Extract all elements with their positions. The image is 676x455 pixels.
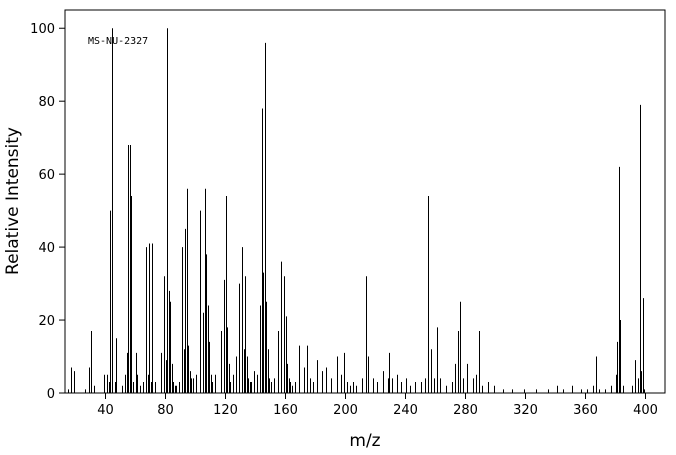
- x-tick-label: 360: [573, 403, 598, 418]
- x-tick-label: 40: [97, 403, 114, 418]
- x-tick-label: 120: [213, 403, 238, 418]
- y-tick-label: 0: [47, 387, 55, 402]
- y-tick-label: 80: [38, 95, 55, 110]
- x-tick-label: 320: [513, 403, 538, 418]
- y-tick-label: 20: [38, 314, 55, 329]
- x-tick-label: 160: [273, 403, 298, 418]
- annotation: MS-NU-2327: [88, 36, 148, 47]
- x-tick-label: 280: [453, 403, 478, 418]
- plot-frame: [64, 9, 666, 394]
- y-tick-label: 40: [38, 241, 55, 256]
- x-tick-label: 80: [157, 403, 174, 418]
- y-axis-label: Relative Intensity: [3, 127, 23, 275]
- y-tick-label: 100: [30, 22, 55, 37]
- x-tick-label: 240: [393, 403, 418, 418]
- y-tick-label: 60: [38, 168, 55, 183]
- x-tick-label: 200: [333, 403, 358, 418]
- x-tick-label: 400: [633, 403, 658, 418]
- x-axis-label: m/z: [349, 431, 380, 451]
